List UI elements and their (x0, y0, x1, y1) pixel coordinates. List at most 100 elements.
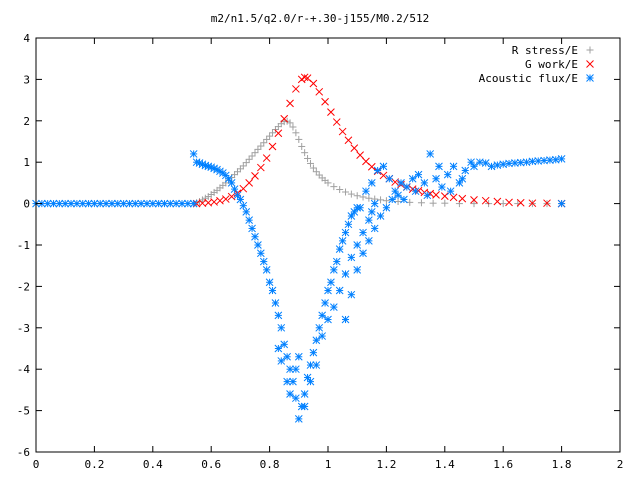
legend-label: R stress/E (512, 44, 578, 57)
data-point (260, 139, 268, 147)
data-point (254, 241, 262, 249)
data-point (318, 311, 327, 320)
data-point (335, 245, 344, 253)
data-point (154, 199, 163, 208)
data-point (426, 150, 435, 158)
data-point (420, 179, 429, 187)
data-point (423, 191, 432, 200)
data-point (367, 162, 376, 171)
data-point (221, 195, 230, 203)
data-point (367, 179, 376, 187)
data-point (382, 203, 391, 212)
data-point (458, 194, 467, 203)
x-tick-label: 1.2 (376, 458, 396, 471)
data-point (432, 191, 440, 199)
data-point (233, 168, 241, 176)
data-point (414, 170, 423, 179)
chart-axes: 0 0.2 0.4 0.6 0.8 1 1.2 1.4 1.6 1.8 2 -6 -5 -4 -3 -2 -1 0… (17, 32, 624, 471)
data-point (242, 208, 251, 216)
data-point (347, 290, 356, 299)
data-point (236, 165, 244, 173)
data-point (309, 348, 318, 357)
data-point (304, 154, 312, 162)
data-point (292, 365, 300, 374)
data-point (183, 199, 192, 208)
data-point (511, 159, 519, 167)
data-point (487, 162, 496, 171)
data-point (441, 199, 449, 207)
x-tick-label: 1.4 (435, 458, 455, 471)
data-point (256, 249, 265, 258)
x-tick-label: 1.8 (552, 458, 572, 471)
chart-marks (32, 73, 566, 423)
data-point (347, 212, 356, 220)
data-point (470, 196, 478, 204)
data-point (166, 199, 175, 208)
data-point (309, 79, 318, 88)
data-point (189, 150, 198, 158)
data-point (324, 315, 332, 324)
data-point (210, 198, 218, 206)
data-point (233, 191, 242, 200)
data-point (546, 156, 554, 164)
data-point (528, 157, 537, 166)
data-point (269, 129, 277, 137)
data-point (294, 352, 303, 361)
data-point (394, 198, 402, 206)
data-point (283, 352, 291, 361)
data-point (300, 390, 309, 398)
data-point (196, 198, 204, 206)
data-point (286, 390, 294, 398)
data-point (365, 216, 373, 225)
legend-label: Acoustic flux/E (479, 72, 578, 85)
data-point (90, 199, 99, 208)
data-point (148, 199, 157, 208)
data-point (417, 199, 425, 207)
data-point (43, 199, 52, 208)
x-tick-label: 0 (33, 458, 40, 471)
data-point (356, 203, 364, 212)
data-point (411, 187, 420, 196)
data-point (367, 208, 376, 216)
data-point (312, 336, 321, 345)
data-point (262, 154, 271, 162)
series-1 (192, 73, 566, 208)
x-tick-label: 0.2 (84, 458, 104, 471)
data-point (292, 85, 300, 93)
data-point (306, 159, 314, 167)
y-tick-label: -6 (17, 446, 30, 459)
data-point (73, 199, 81, 208)
data-point (248, 224, 256, 233)
data-point (300, 402, 309, 411)
y-tick-label: -2 (17, 280, 30, 293)
data-point (324, 286, 332, 295)
data-point (481, 159, 490, 167)
y-tick-label: -4 (17, 363, 31, 376)
data-point (268, 142, 277, 151)
data-point (353, 241, 362, 249)
data-point (257, 142, 265, 150)
data-point (309, 164, 317, 172)
data-point (283, 377, 291, 386)
data-point (236, 195, 245, 204)
data-point (400, 195, 408, 204)
data-point (338, 127, 347, 136)
data-point (303, 373, 312, 382)
data-point (160, 199, 169, 208)
data-point (301, 149, 309, 157)
data-point (449, 162, 458, 171)
data-point (377, 196, 385, 204)
x-tick-label: 0.8 (260, 458, 280, 471)
data-point (125, 199, 134, 208)
data-point (277, 323, 286, 332)
data-point (143, 199, 151, 208)
data-point (271, 125, 279, 133)
data-point (102, 199, 110, 208)
data-point (315, 171, 323, 179)
data-point (274, 344, 283, 353)
data-point (280, 114, 289, 123)
data-point (298, 142, 306, 150)
data-point (432, 174, 440, 183)
data-point (440, 192, 449, 201)
